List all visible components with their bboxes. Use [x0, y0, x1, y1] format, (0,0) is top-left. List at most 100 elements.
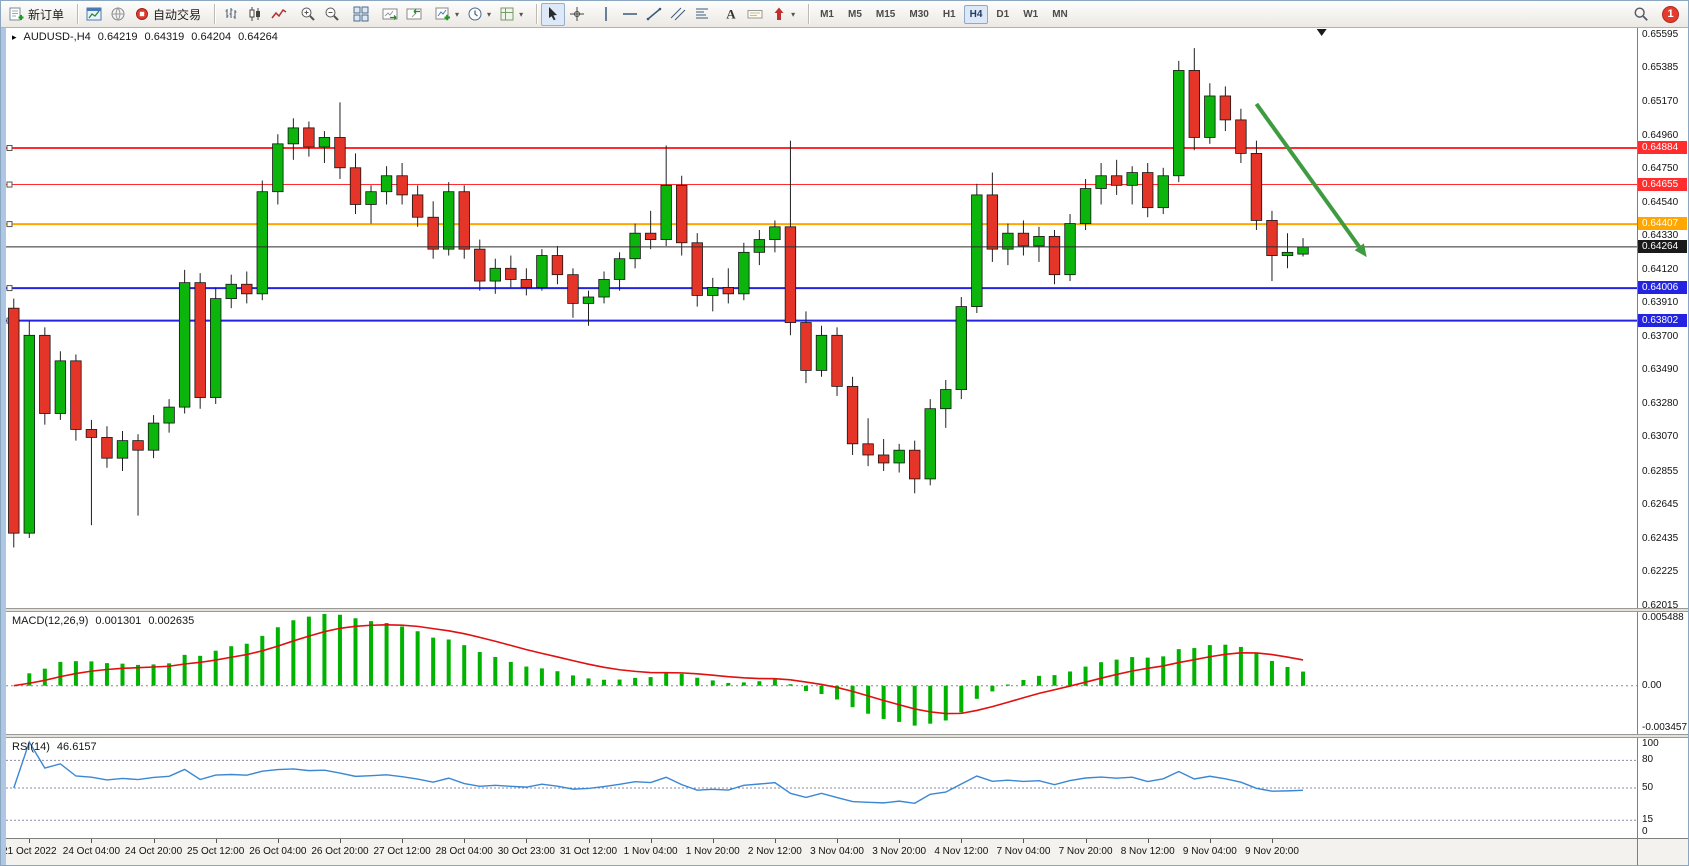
arrows-button[interactable]: ▾ [767, 3, 799, 26]
new-chart-button[interactable]: ▾ [431, 3, 463, 26]
new-chart-icon [435, 6, 451, 22]
zoom-in-button[interactable] [296, 3, 320, 26]
time-tick [29, 839, 31, 843]
time-axis-label: 31 Oct 12:00 [559, 846, 618, 857]
rsi-panel: RSI(14) 46.6157 100 80 50 15 0 [6, 738, 1688, 838]
macd-chart-area[interactable]: MACD(12,26,9) 0.001301 0.002635 [6, 612, 1637, 734]
new-order-button[interactable]: 新订单 [5, 3, 68, 26]
panel-splitter[interactable] [6, 608, 1688, 612]
fibonacci-retracement-button[interactable] [690, 3, 714, 26]
text-label-button[interactable] [743, 3, 767, 26]
horizontal-line-button[interactable] [618, 3, 642, 26]
toolbar-group [219, 3, 291, 26]
toolbar-group: 新订单 [5, 3, 68, 26]
periods-button[interactable]: ▾ [463, 3, 495, 26]
toolbar-separator [77, 4, 79, 24]
time-axis-label: 1 Nov 20:00 [685, 846, 740, 857]
notification-badge-icon[interactable]: 1 [1662, 5, 1679, 23]
macd-signal-value: 0.002635 [148, 615, 195, 627]
candle-chart-mode-button[interactable] [243, 3, 267, 26]
resistance-line-1-anchor[interactable] [6, 144, 13, 151]
hline-icon [622, 6, 638, 22]
search-button[interactable] [1629, 3, 1653, 26]
templates-button[interactable]: ▾ [495, 3, 527, 26]
toolbar-group: 自动交易 [82, 3, 205, 26]
resistance-line-2-anchor[interactable] [6, 181, 13, 188]
time-tick [91, 839, 93, 843]
timeframe-mn-button[interactable]: MN [1052, 8, 1068, 20]
time-tick [215, 839, 217, 843]
price-axis-label: 0.64330 [1642, 230, 1679, 242]
timeframe-h1-button[interactable]: H1 [942, 8, 956, 20]
line-chart-mode-button[interactable] [267, 3, 291, 26]
price-axis-label: 0.63070 [1642, 431, 1679, 443]
time-tick [402, 839, 404, 843]
candles-icon [247, 6, 263, 22]
zoom-in-icon [300, 6, 316, 22]
rsi-axis[interactable]: 100 80 50 15 0 [1637, 738, 1688, 838]
one-click-trading-toggle-icon[interactable]: ▸ [12, 31, 17, 42]
price-axis-label: 0.64960 [1642, 129, 1679, 141]
price-axis[interactable]: 0.65595 0.65385 0.65170 0.64960 0.64750 0.645… [1637, 28, 1688, 608]
time-axis-label: 1 Nov 04:00 [623, 846, 678, 857]
panel-splitter[interactable] [6, 734, 1688, 738]
high-value: 0.64319 [144, 31, 185, 43]
rsi-chart-area[interactable]: RSI(14) 46.6157 [6, 738, 1637, 838]
timeframe-d1-button[interactable]: D1 [996, 8, 1010, 20]
cursor-button[interactable] [541, 2, 566, 26]
time-axis-label: 24 Oct 20:00 [124, 846, 183, 857]
chart-window: ▸ AUDUSD-,H4 0.64219 0.64319 0.64204 0.6… [1, 28, 1688, 865]
rsi-canvas [6, 740, 1637, 821]
arrow-shape-icon [771, 6, 787, 22]
price-chart-area[interactable]: ▸ AUDUSD-,H4 0.64219 0.64319 0.64204 0.6… [6, 28, 1637, 608]
new-order-label: 新订单 [28, 7, 65, 22]
macd-axis[interactable]: 0.005488 0.00 -0.003457 [1637, 612, 1688, 734]
chart-shift-marker-icon[interactable] [1316, 29, 1327, 36]
crosshair-button[interactable] [565, 3, 589, 26]
pivot-line-anchor[interactable] [6, 221, 13, 228]
close-value: 0.64264 [238, 31, 278, 43]
toolbar-right: 1 [1629, 3, 1684, 26]
macd-histogram-layer [27, 614, 1306, 726]
timeframe-w1-button[interactable]: W1 [1023, 8, 1039, 20]
time-tick [712, 839, 714, 843]
auto-trading-button[interactable]: 自动交易 [130, 3, 205, 26]
community-button[interactable] [106, 3, 130, 26]
timeframe-m5-button[interactable]: M5 [848, 8, 862, 20]
chart-shift-button[interactable] [402, 3, 426, 26]
cursor-icon [545, 6, 561, 22]
timeframe-h4-button[interactable]: H4 [963, 4, 989, 24]
open-value: 0.64219 [97, 31, 138, 43]
time-axis-labels: 21 Oct 2022 24 Oct 04:00 24 Oct 20:00 25 Oc… [6, 839, 1637, 865]
low-value: 0.64204 [191, 31, 232, 43]
zoom-out-button[interactable] [320, 3, 344, 26]
auto-scroll-button[interactable] [378, 3, 402, 26]
time-axis[interactable]: 21 Oct 2022 24 Oct 04:00 24 Oct 20:00 25 Oc… [6, 838, 1688, 865]
timeframe-m1-button[interactable]: M1 [820, 8, 834, 20]
time-axis-label: 3 Nov 04:00 [810, 846, 864, 857]
macd-axis-label: 0.005488 [1642, 612, 1684, 623]
equidistant-channel-button[interactable] [666, 3, 690, 26]
trend-arrow-head[interactable] [1354, 243, 1367, 258]
trendline-button[interactable] [642, 3, 666, 26]
clock-icon [467, 6, 483, 22]
timeframe-m30-button[interactable]: M30 [909, 8, 929, 20]
tile-windows-button[interactable] [349, 3, 373, 26]
time-axis-label: 26 Oct 20:00 [311, 846, 369, 857]
trend-arrow[interactable] [1254, 102, 1365, 254]
bar-chart-mode-button[interactable] [219, 3, 243, 26]
time-axis-label: 4 Nov 12:00 [934, 846, 989, 857]
macd-axis-label: -0.003457 [1642, 722, 1688, 733]
time-tick [1271, 839, 1273, 843]
time-axis-label: 30 Oct 23:00 [497, 846, 555, 857]
toolbar-group: ▾ ▾ ▾ [431, 3, 527, 26]
timeframe-m15-button[interactable]: M15 [875, 8, 896, 20]
chart-window-icon [86, 6, 102, 22]
charts-window-button[interactable] [82, 3, 106, 26]
time-tick [526, 839, 528, 843]
vertical-line-button[interactable] [594, 3, 618, 26]
crosshair-icon [569, 6, 585, 22]
support-line-1-anchor[interactable] [6, 285, 13, 292]
price-axis-label: 0.64750 [1642, 163, 1679, 175]
text-button[interactable]: A [719, 3, 743, 26]
